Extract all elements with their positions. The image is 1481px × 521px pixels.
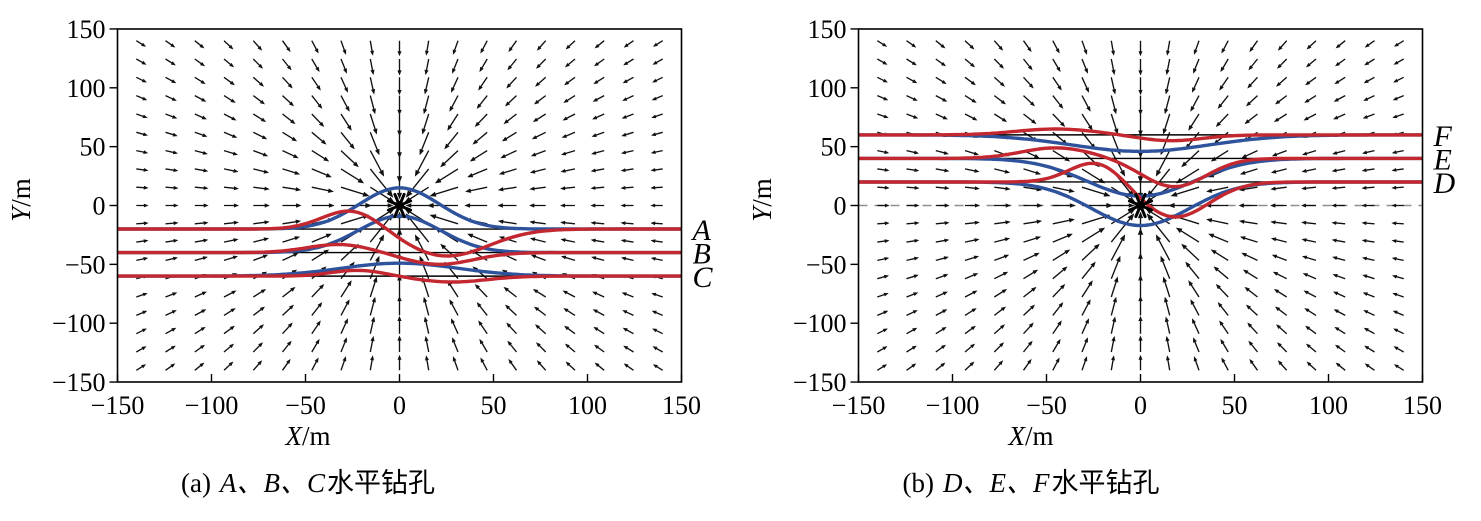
panel-b-caption: (b) D、E、F水平钻孔 <box>903 468 1160 498</box>
red-curve-B <box>117 242 682 266</box>
panel-a-caption: (a) A、B、C水平钻孔 <box>181 468 435 498</box>
red-trajectory-curves <box>858 127 1423 219</box>
y-tick-label: 100 <box>67 74 106 103</box>
x-tick-label: 150 <box>1403 391 1442 420</box>
x-tick-label: −50 <box>1026 391 1067 420</box>
quiver-arrow-shafts <box>135 40 664 371</box>
x-tick-label: 150 <box>662 391 701 420</box>
x-axis-label: X/m <box>1007 421 1053 451</box>
panel-a-plot: −150 −100 −50 0 50 100 150150100500−50−100−150… <box>6 15 714 498</box>
y-axis-label: Y/m <box>6 178 36 222</box>
borehole-label-F: F <box>1433 120 1453 153</box>
x-tick-label: 0 <box>1134 391 1147 420</box>
axis-tick-labels: −150 −100 −50 0 50 100 150 150 100 50 0 −50 −100 −150 <box>793 15 1442 420</box>
y-tick-label: −150 <box>52 368 106 397</box>
x-tick-label: 0 <box>393 391 406 420</box>
red-trajectory-curves <box>117 209 682 284</box>
borehole-label-C: C <box>693 261 714 294</box>
y-axis-label: Y/m <box>747 178 777 222</box>
y-tick-label: 50 <box>80 133 106 162</box>
y-tick-label: 100 <box>808 74 847 103</box>
red-curve-D <box>858 161 1423 219</box>
x-tick-label: −150 <box>832 391 886 420</box>
red-curve-C <box>117 268 682 284</box>
y-tick-label: 0 <box>93 192 106 221</box>
x-tick-label: −100 <box>185 391 239 420</box>
red-curve-E <box>858 146 1423 189</box>
sink-star-center <box>1136 201 1145 210</box>
y-tick-label: −100 <box>793 309 847 338</box>
x-tick-label: 100 <box>1309 391 1348 420</box>
sink-star-center <box>395 201 404 210</box>
borehole-labels: ABC <box>691 214 714 294</box>
y-tick-label: −100 <box>52 309 106 338</box>
x-axis-label: X/m <box>284 421 330 451</box>
axis-ticks <box>109 28 683 383</box>
y-tick-label: 50 <box>821 133 847 162</box>
y-tick-label: 150 <box>67 15 106 44</box>
x-tick-label: 100 <box>568 391 607 420</box>
axis-tick-labels: −150 −100 −50 0 50 100 150 150 100 50 0 −50 −100 −150 <box>52 15 701 420</box>
y-tick-label: −150 <box>793 368 847 397</box>
red-curve-F <box>858 127 1423 143</box>
panel-b-plot: −150 −100 −50 0 50 100 150150100500−50−100−150… <box>747 15 1456 498</box>
vector-field <box>135 40 664 371</box>
borehole-label-A: A <box>691 214 712 247</box>
y-tick-label: 150 <box>808 15 847 44</box>
borehole-label-B: B <box>693 238 711 271</box>
x-tick-label: 50 <box>481 391 507 420</box>
x-tick-label: 50 <box>1222 391 1248 420</box>
x-tick-label: −50 <box>285 391 326 420</box>
x-tick-label: −100 <box>926 391 980 420</box>
red-curve-A <box>117 209 682 258</box>
borehole-label-D: D <box>1433 167 1456 200</box>
y-tick-label: −50 <box>65 250 106 279</box>
axis-ticks <box>850 28 1424 383</box>
borehole-labels: FED <box>1433 120 1456 200</box>
sink-star-marker <box>386 192 413 219</box>
x-tick-label: −150 <box>91 391 145 420</box>
borehole-label-E: E <box>1433 143 1452 176</box>
y-tick-label: 0 <box>834 192 847 221</box>
y-tick-label: −50 <box>806 250 847 279</box>
sink-star-marker <box>1127 192 1154 219</box>
